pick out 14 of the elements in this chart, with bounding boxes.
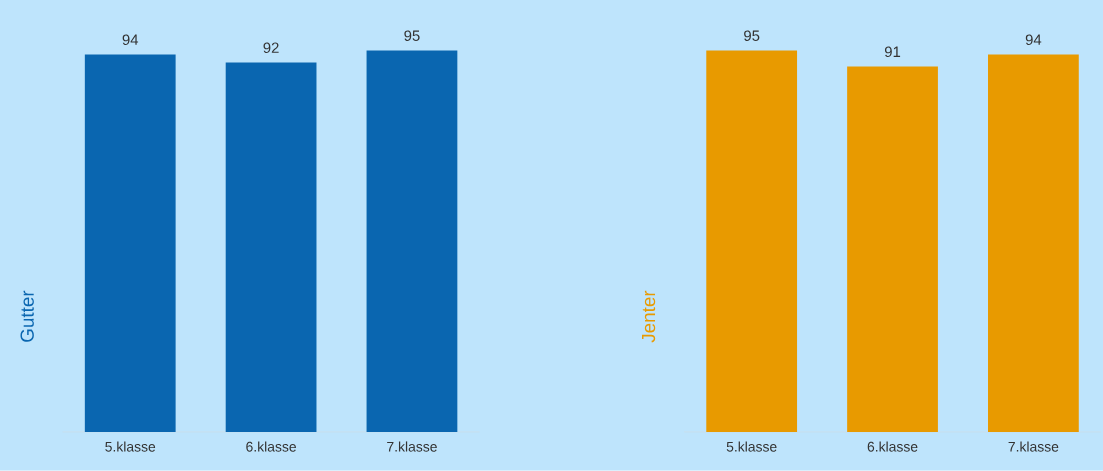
data-label: 91	[884, 46, 901, 58]
y-axis-title: Jenter	[642, 290, 656, 343]
x-tick-label: 7.klasse	[387, 441, 437, 452]
x-tick-label: 6.klasse	[246, 441, 296, 452]
data-label: 95	[404, 30, 420, 42]
data-label: 94	[1025, 34, 1042, 46]
x-tick-label: 7.klasse	[1008, 441, 1059, 452]
x-tick-label: 6.klasse	[867, 441, 918, 452]
data-label: 92	[263, 42, 279, 54]
x-tick-label: 5.klasse	[105, 441, 156, 452]
y-axis-title: Gutter	[20, 290, 34, 342]
x-tick-label: 5.klasse	[726, 441, 777, 452]
data-label: 94	[122, 34, 139, 46]
data-label: 95	[744, 30, 760, 42]
